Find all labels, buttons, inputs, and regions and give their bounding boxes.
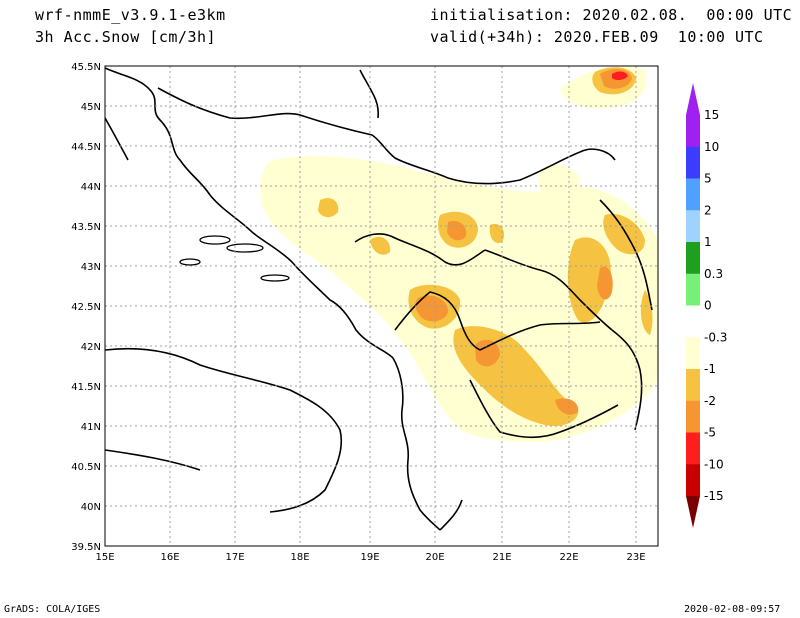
lat-tick: 42N xyxy=(81,342,101,353)
snow-area-heavy xyxy=(597,266,613,300)
colorbar-top-arrow xyxy=(686,83,700,115)
colorbar-swatch xyxy=(686,337,700,370)
snow-area-heavy xyxy=(555,398,579,415)
colorbar-swatch xyxy=(686,178,700,211)
colorbar-label: -15 xyxy=(704,489,724,503)
valid-time: valid(+34h): 2020.FEB.09 10:00 UTC xyxy=(430,28,764,46)
lat-axis: 45.5N 45N 44.5N 44N 43.5N 43N 42.5N 42N … xyxy=(71,62,101,553)
colorbar-swatch xyxy=(686,146,700,179)
colorbar-swatch xyxy=(686,305,700,338)
lon-tick: 17E xyxy=(225,552,244,563)
init-time: initialisation: 2020.02.08. 00:00 UTC xyxy=(430,6,793,24)
lat-tick: 44N xyxy=(81,182,101,193)
field-title: 3h Acc.Snow [cm/3h] xyxy=(35,28,217,46)
colorbar-swatch xyxy=(686,242,700,275)
lat-tick: 44.5N xyxy=(71,142,101,153)
colorbar-swatch xyxy=(686,210,700,243)
snow-area-light xyxy=(593,270,640,402)
snow-area-light xyxy=(538,164,581,209)
snow-area-medium xyxy=(489,223,505,244)
colorbar-label: 1 xyxy=(704,235,712,249)
snow-area-heavy xyxy=(415,295,448,322)
colorbar-bottom-arrow xyxy=(686,496,700,528)
lat-tick: 41N xyxy=(81,422,101,433)
snow-area-medium xyxy=(603,213,645,255)
colorbar-label: -0.3 xyxy=(704,330,727,344)
lat-tick: 40.5N xyxy=(71,462,101,473)
lat-tick: 42.5N xyxy=(71,302,101,313)
colorbar-swatch xyxy=(686,400,700,433)
colorbar-label: -1 xyxy=(704,362,716,376)
lat-tick: 41.5N xyxy=(71,382,101,393)
colorbar-label: 15 xyxy=(704,108,719,122)
snow-area-medium xyxy=(567,237,611,323)
model-title: wrf-nmmE_v3.9.1-e3km xyxy=(35,6,226,24)
lon-tick: 21E xyxy=(492,552,511,563)
colorbar-label: -2 xyxy=(704,394,716,408)
lon-tick: 23E xyxy=(626,552,645,563)
lon-tick: 16E xyxy=(160,552,179,563)
snow-area-medium xyxy=(370,236,391,255)
snow-area-medium xyxy=(318,198,339,218)
lat-tick: 43N xyxy=(81,262,101,273)
colorbar-swatch xyxy=(686,432,700,465)
colorbar-label: 5 xyxy=(704,172,712,186)
lon-tick: 19E xyxy=(360,552,379,563)
lon-tick: 20E xyxy=(425,552,444,563)
lat-tick: 45.5N xyxy=(71,62,101,73)
colorbar-label: -5 xyxy=(704,426,716,440)
colorbar-swatch xyxy=(686,464,700,497)
colorbar-swatch xyxy=(686,273,700,306)
colorbar-swatch xyxy=(686,369,700,402)
colorbar: 15 10 5 2 1 0.3 0 -0.3 -1 -2 -5 -10 -15 xyxy=(686,83,727,528)
grid-lines xyxy=(105,66,658,546)
map-frame xyxy=(104,65,659,547)
lon-tick: 15E xyxy=(95,552,114,563)
colorbar-label: 0.3 xyxy=(704,267,723,281)
snow-field xyxy=(105,66,658,531)
lon-axis: 15E 16E 17E 18E 19E 20E 21E 22E 23E xyxy=(95,552,645,563)
footer-credit: GrADS: COLA/IGES xyxy=(4,604,101,615)
snow-area-peak xyxy=(612,71,628,81)
colorbar-label: 0 xyxy=(704,299,712,313)
lon-tick: 18E xyxy=(290,552,309,563)
lat-tick: 43.5N xyxy=(71,222,101,233)
lon-tick: 22E xyxy=(559,552,578,563)
colorbar-label: -10 xyxy=(704,457,724,471)
colorbar-swatch xyxy=(686,115,700,148)
lat-tick: 40N xyxy=(81,502,101,513)
coastlines-borders xyxy=(105,67,653,531)
colorbar-label: 10 xyxy=(704,140,719,154)
lat-tick: 39.5N xyxy=(71,542,101,553)
islands xyxy=(179,235,290,282)
colorbar-label: 2 xyxy=(704,203,712,217)
footer-timestamp: 2020-02-08-09:57 xyxy=(684,604,781,615)
lat-tick: 45N xyxy=(81,102,101,113)
